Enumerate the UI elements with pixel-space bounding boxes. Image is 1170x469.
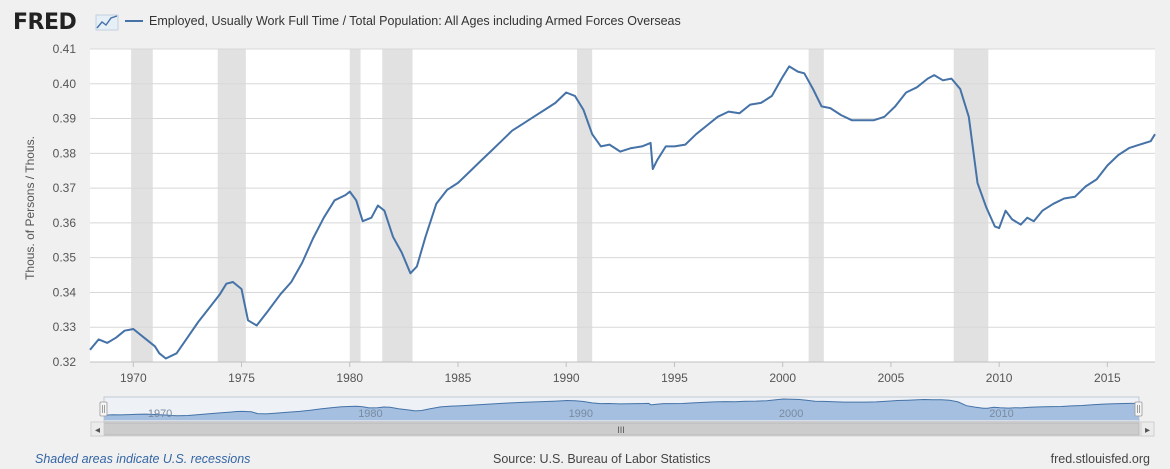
x-tick-label: 2005 — [878, 371, 905, 385]
y-tick-label: 0.33 — [53, 320, 77, 334]
y-tick-label: 0.35 — [53, 251, 77, 265]
x-tick-label: 2000 — [769, 371, 796, 385]
x-tick-label: 1975 — [228, 371, 255, 385]
recessions-note-link[interactable]: Shaded areas indicate U.S. recessions — [35, 452, 251, 466]
navigator-labels: 1970 1980 1990 2000 2010 — [148, 408, 1014, 420]
series-line — [89, 65, 1156, 360]
y-tick-label: 0.38 — [53, 146, 77, 160]
series-group — [89, 65, 1156, 360]
y-tick-label: 0.37 — [53, 181, 77, 195]
recession-band — [217, 49, 246, 362]
plot-area — [90, 49, 1155, 362]
y-tick-label: 0.36 — [53, 216, 77, 230]
logo-chart-icon — [95, 14, 119, 31]
y-tick-label: 0.40 — [53, 77, 77, 91]
navigator-line — [103, 398, 1140, 417]
navigator-year-label: 2010 — [989, 408, 1013, 420]
x-tick-label: 1985 — [445, 371, 472, 385]
fred-logo[interactable]: FRED — [13, 10, 119, 35]
scroll-left-button[interactable]: ◂ — [90, 421, 105, 437]
scrollbar-grip-icon: III — [617, 425, 625, 435]
x-tick-label: 1990 — [553, 371, 580, 385]
navigator-year-label: 1970 — [148, 408, 172, 420]
scroll-right-arrow-icon: ▸ — [1145, 425, 1150, 436]
x-axis: 1970 1975 1980 1985 1990 1995 2000 2005 2010 2015 — [90, 361, 1155, 385]
site-link[interactable]: fred.stlouisfed.org — [1050, 452, 1150, 466]
y-tick-label: 0.41 — [53, 42, 77, 56]
navigator-year-label: 1980 — [358, 408, 382, 420]
recession-band — [577, 49, 593, 362]
recession-band — [808, 49, 824, 362]
scroll-right-button[interactable]: ▸ — [1140, 421, 1155, 437]
x-tick-label: 2010 — [986, 371, 1013, 385]
y-axis-label: Thous. of Persons / Thous. — [23, 136, 37, 280]
recession-band — [349, 49, 361, 362]
navigator-series — [103, 398, 1140, 420]
navigator-year-label: 2000 — [779, 408, 803, 420]
x-tick-label: 1970 — [120, 371, 147, 385]
scroll-left-arrow-icon: ◂ — [95, 425, 100, 436]
navigator-handle-left[interactable] — [99, 401, 108, 417]
recession-band — [953, 49, 989, 362]
navigator-area — [104, 399, 1139, 420]
series-title: Employed, Usually Work Full Time / Total… — [149, 14, 681, 28]
fred-logo-text: FRED — [13, 10, 76, 35]
y-axis: 0.32 0.33 0.34 0.35 0.36 0.37 0.38 0.39 0.40 0.41 — [53, 42, 77, 369]
navigator[interactable]: 1970 1980 1990 2000 2010 — [99, 396, 1143, 422]
recession-band — [382, 49, 413, 362]
x-tick-label: 1995 — [661, 371, 688, 385]
navigator-year-label: 1990 — [569, 408, 593, 420]
y-tick-label: 0.39 — [53, 112, 77, 126]
gridlines — [90, 48, 1155, 363]
recession-shading-group — [131, 49, 989, 362]
y-tick-label: 0.32 — [53, 355, 77, 369]
x-tick-label: 1980 — [336, 371, 363, 385]
y-tick-label: 0.34 — [53, 285, 77, 299]
source-text: Source: U.S. Bureau of Labor Statistics — [493, 452, 711, 466]
x-tick-label: 2015 — [1094, 371, 1121, 385]
recession-band — [131, 49, 153, 362]
scrollbar[interactable]: III ◂ ▸ — [90, 421, 1155, 437]
navigator-handle-right[interactable] — [1134, 401, 1143, 417]
